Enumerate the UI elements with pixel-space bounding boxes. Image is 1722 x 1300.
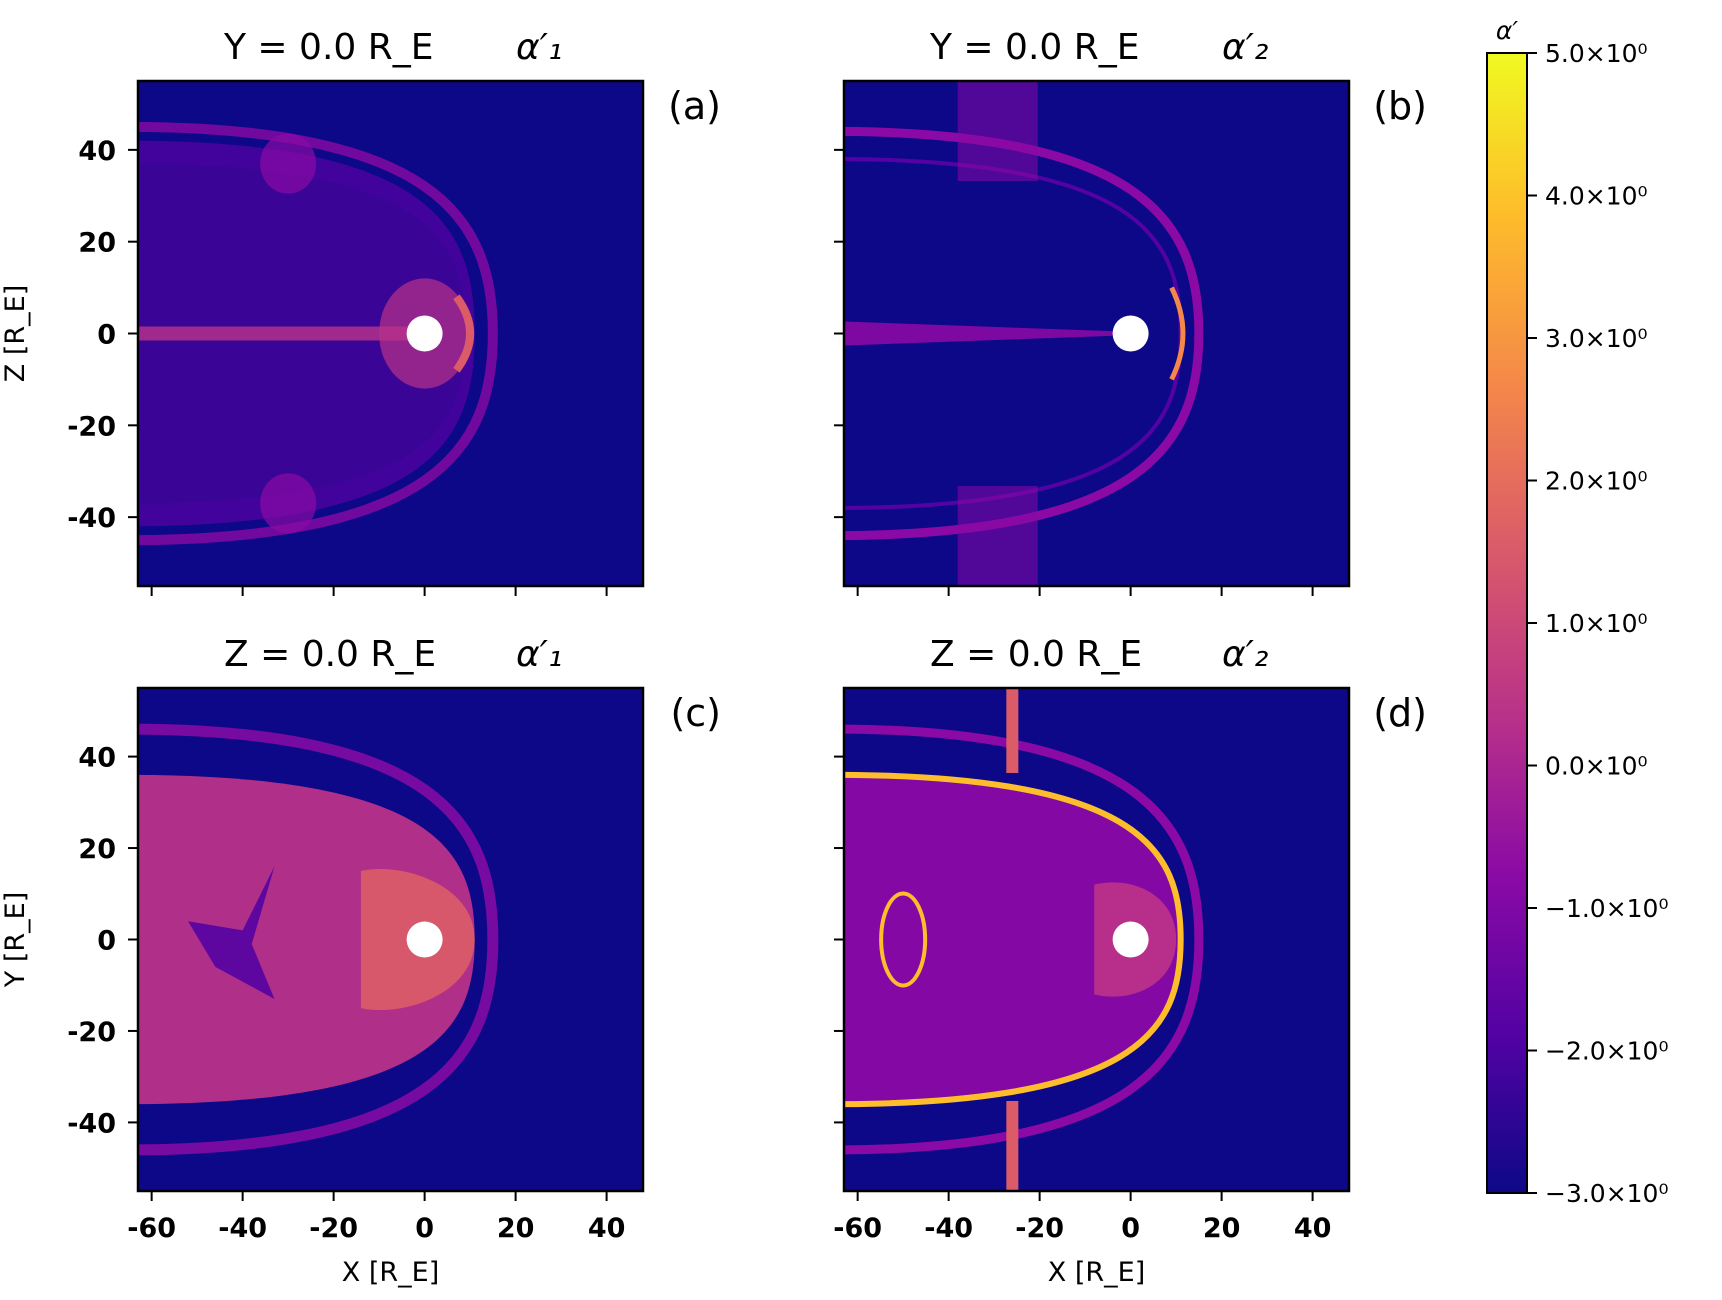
- colorbar-label: α′: [1496, 16, 1518, 45]
- earth-marker: [406, 315, 443, 352]
- panel-title-right: α′₁: [516, 634, 562, 675]
- x-tick-label: -40: [924, 1213, 973, 1244]
- x-tick-label: -20: [1015, 1213, 1064, 1244]
- magnetopause: [844, 771, 1184, 1108]
- panel-title-right: α′₂: [1222, 634, 1268, 675]
- panel-title-left: Y = 0.0 R_E: [929, 27, 1140, 68]
- x-tick-label: 20: [1203, 1213, 1241, 1244]
- flank-stripe-north: [1006, 688, 1019, 773]
- tail-loop: [879, 891, 928, 988]
- colorbar-gradient: [1486, 52, 1528, 1194]
- y-tick-label: 0: [97, 926, 116, 957]
- magnetosphere-region: [844, 774, 1181, 1105]
- bow-shock: [844, 724, 1204, 1155]
- cusp-north: [957, 81, 1038, 181]
- y-tick-label: -20: [67, 411, 116, 442]
- colorbar-tick-label: −3.0×10⁰: [1545, 1179, 1669, 1208]
- x-tick-label: 40: [588, 1213, 626, 1244]
- earth-marker: [1112, 921, 1149, 958]
- colorbar: 5.0×10⁰ 4.0×10⁰ 3.0×10⁰ 2.0×10⁰ 1.0×10⁰ 0.0×1…: [1486, 16, 1669, 1208]
- x-tick-label: -20: [309, 1213, 358, 1244]
- panel-tag: (d): [1373, 691, 1427, 735]
- colorbar-tick-label: 1.0×10⁰: [1545, 609, 1648, 638]
- y-tick-label: -40: [67, 503, 116, 534]
- colorbar-tick-label: −2.0×10⁰: [1545, 1037, 1669, 1066]
- y-tick-label: 20: [78, 228, 116, 259]
- cusp-north: [260, 133, 317, 194]
- flank-stripe-south: [1006, 1101, 1019, 1191]
- earth-marker: [406, 921, 443, 958]
- panel-tag: (b): [1373, 84, 1427, 128]
- tail-feature: [188, 866, 275, 999]
- x-tick-label: 0: [415, 1213, 434, 1244]
- y-tick-label: 20: [78, 834, 116, 865]
- x-axis-label: X [R_E]: [1048, 1257, 1145, 1288]
- inner-boundary: [453, 294, 475, 373]
- x-tick-label: 20: [497, 1213, 535, 1244]
- bow-shock: [138, 723, 499, 1156]
- x-tick-label: -60: [833, 1213, 882, 1244]
- panel-title-right: α′₁: [516, 27, 562, 68]
- current-sheet: [138, 326, 425, 341]
- panel-tag: (c): [670, 691, 721, 735]
- x-tick-label: -40: [218, 1213, 267, 1244]
- y-tick-label: -40: [67, 1108, 116, 1139]
- panel-title-left: Z = 0.0 R_E: [930, 634, 1142, 675]
- x-tick-label: 0: [1121, 1213, 1140, 1244]
- cusp-south: [957, 486, 1038, 586]
- panel-title-left: Y = 0.0 R_E: [223, 27, 434, 68]
- bow-shock: [138, 121, 498, 546]
- heatmap-field: [844, 688, 1349, 1191]
- heatmap-field: [138, 688, 643, 1191]
- panel-c: 40 20 0 -20 -40 -60 -40 -20 0 20 40 X [R_E] Y [R_E] Z…: [0, 634, 721, 1288]
- y-tick-label: 0: [97, 320, 116, 351]
- heatmap-field: [138, 81, 643, 586]
- colorbar-tick-label: 2.0×10⁰: [1545, 467, 1648, 496]
- current-sheet: [844, 321, 1122, 346]
- panel-title-left: Z = 0.0 R_E: [224, 634, 436, 675]
- panel-a: 40 20 0 -20 -40 Z [R_E] Y = 0.0 R_E α′₁ (a): [0, 27, 721, 596]
- panel-tag: (a): [668, 84, 721, 128]
- magnetosphere-region: [138, 774, 475, 1105]
- y-tick-label: -20: [67, 1017, 116, 1048]
- x-axis-label: X [R_E]: [342, 1257, 439, 1288]
- x-tick-label: -60: [127, 1213, 176, 1244]
- inner-boundary: [1169, 286, 1186, 381]
- y-tick-label: 40: [78, 743, 116, 774]
- bow-shock: [844, 127, 1204, 540]
- heatmap-field: [844, 81, 1349, 586]
- panel-title-right: α′₂: [1222, 27, 1268, 68]
- colorbar-tick-label: 3.0×10⁰: [1545, 324, 1648, 353]
- y-tick-label: 40: [78, 136, 116, 167]
- colorbar-tick-label: 0.0×10⁰: [1545, 752, 1648, 781]
- y-axis-label: Y [R_E]: [0, 892, 31, 988]
- panel-d: -60 -40 -20 0 20 40 X [R_E] Z = 0.0 R_E α′₂ (d): [833, 634, 1427, 1288]
- earth-marker: [1112, 315, 1149, 352]
- colorbar-tick-label: −1.0×10⁰: [1545, 894, 1669, 923]
- y-axis-label: Z [R_E]: [0, 285, 31, 382]
- panel-b: Y = 0.0 R_E α′₂ (b): [834, 27, 1427, 596]
- colorbar-tick-label: 4.0×10⁰: [1545, 182, 1648, 211]
- cusp-south: [260, 473, 317, 534]
- colorbar-tick-label: 5.0×10⁰: [1545, 39, 1648, 68]
- x-tick-label: 40: [1294, 1213, 1332, 1244]
